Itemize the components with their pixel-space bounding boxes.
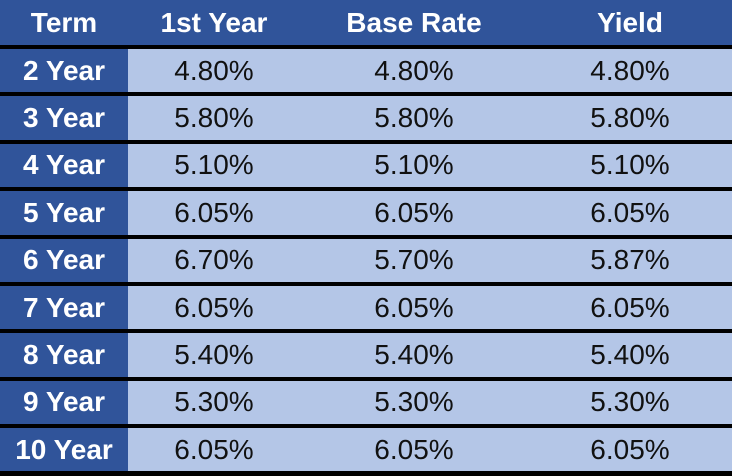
value-cell: 6.05% [528,283,732,334]
value-cell: 6.05% [300,189,528,239]
term-cell: 3 Year [0,94,128,144]
value-cell: 6.05% [128,426,300,476]
value-cell: 6.05% [300,426,528,476]
value-cell: 5.87% [528,236,732,286]
table-row: 4 Year 5.10% 5.10% 5.10% [0,141,732,192]
table-row: 3 Year 5.80% 5.80% 5.80% [0,94,732,144]
term-cell: 7 Year [0,283,128,334]
table-row: 2 Year 4.80% 4.80% 4.80% [0,47,732,97]
value-cell: 5.80% [528,94,732,144]
table-row: 7 Year 6.05% 6.05% 6.05% [0,283,732,334]
column-header-yield: Yield [528,0,732,49]
term-cell: 10 Year [0,426,128,476]
header-row: Term 1st Year Base Rate Yield [0,0,732,49]
term-cell: 5 Year [0,189,128,239]
value-cell: 5.40% [128,331,300,381]
value-cell: 6.05% [128,283,300,334]
value-cell: 5.10% [300,141,528,192]
value-cell: 5.80% [128,94,300,144]
table-row: 6 Year 6.70% 5.70% 5.87% [0,236,732,286]
value-cell: 6.05% [128,189,300,239]
value-cell: 5.10% [128,141,300,192]
column-header-1st-year: 1st Year [128,0,300,49]
term-cell: 2 Year [0,47,128,97]
value-cell: 4.80% [528,47,732,97]
value-cell: 5.70% [300,236,528,286]
value-cell: 6.05% [528,189,732,239]
value-cell: 6.05% [528,426,732,476]
value-cell: 6.70% [128,236,300,286]
value-cell: 5.80% [300,94,528,144]
term-cell: 4 Year [0,141,128,192]
table-row: 9 Year 5.30% 5.30% 5.30% [0,378,732,429]
term-cell: 6 Year [0,236,128,286]
value-cell: 5.30% [128,378,300,429]
value-cell: 5.10% [528,141,732,192]
column-header-base-rate: Base Rate [300,0,528,49]
column-header-term: Term [0,0,128,49]
table-row: 10 Year 6.05% 6.05% 6.05% [0,426,732,476]
value-cell: 4.80% [300,47,528,97]
value-cell: 5.30% [300,378,528,429]
value-cell: 5.30% [528,378,732,429]
table-row: 5 Year 6.05% 6.05% 6.05% [0,189,732,239]
table-row: 8 Year 5.40% 5.40% 5.40% [0,331,732,381]
term-cell: 8 Year [0,331,128,381]
value-cell: 4.80% [128,47,300,97]
value-cell: 5.40% [300,331,528,381]
value-cell: 5.40% [528,331,732,381]
term-cell: 9 Year [0,378,128,429]
value-cell: 6.05% [300,283,528,334]
